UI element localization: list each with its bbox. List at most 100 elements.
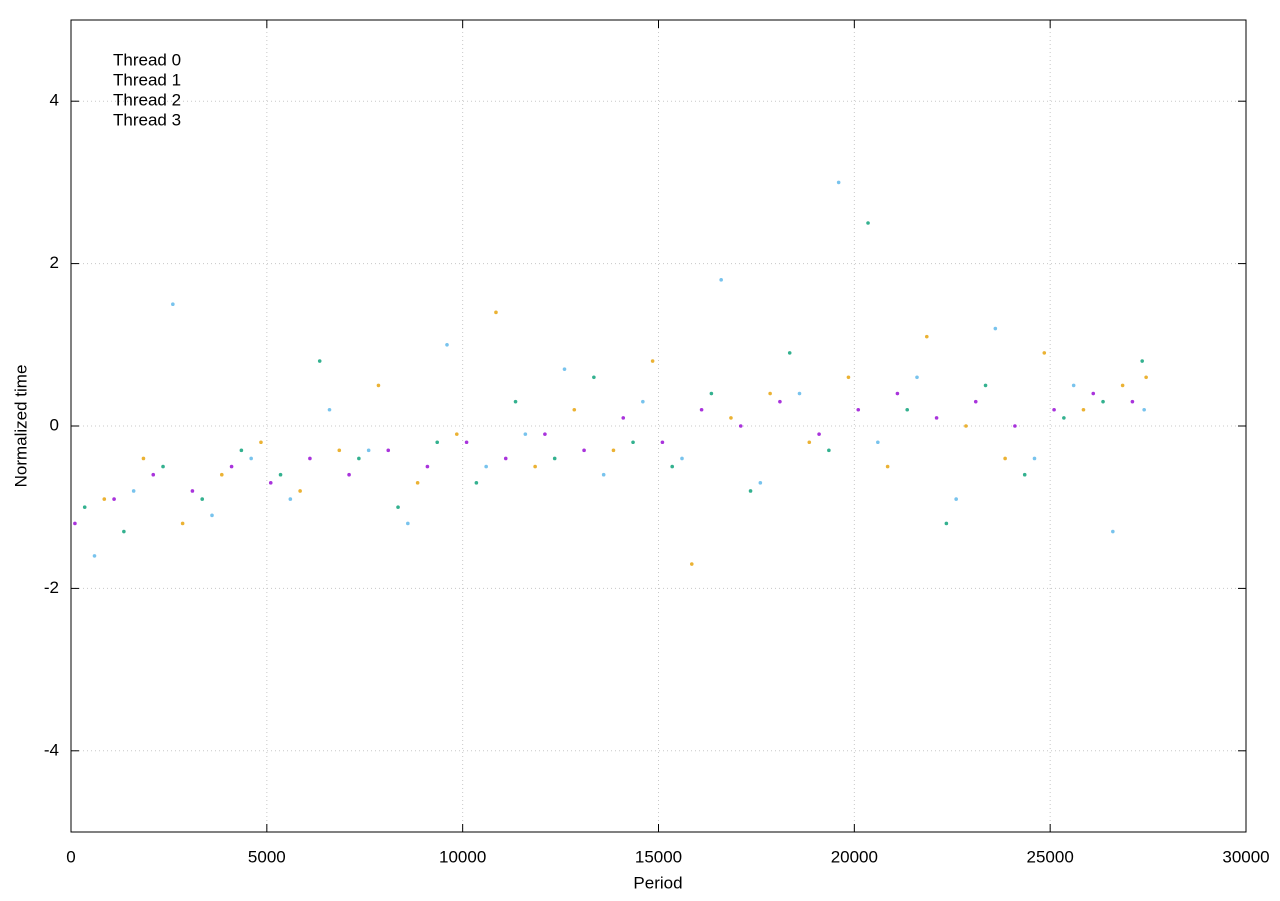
point: [670, 464, 675, 469]
point: [317, 359, 322, 363]
point: [758, 481, 763, 485]
point: [699, 407, 704, 412]
point: [73, 521, 77, 526]
point: [523, 432, 528, 436]
plot-frame: [70, 19, 1247, 833]
point: [1111, 529, 1115, 534]
point: [915, 375, 919, 380]
point: [885, 464, 890, 469]
point: [973, 399, 978, 404]
point: [964, 424, 968, 428]
point: [112, 497, 116, 501]
legend-label: Thread 0: [113, 50, 181, 69]
x-tick-label: 10000: [439, 847, 486, 866]
point: [641, 399, 645, 404]
y-tick-label: 4: [50, 91, 59, 110]
y-tick-label: -4: [44, 740, 59, 759]
point: [484, 464, 488, 469]
y-tick-label: 0: [50, 415, 59, 434]
point: [572, 407, 577, 412]
point: [660, 440, 665, 445]
y-tick-label: -2: [44, 578, 59, 597]
point: [1120, 383, 1125, 388]
point: [562, 367, 567, 371]
point: [582, 448, 586, 453]
point: [131, 489, 136, 493]
point: [748, 489, 753, 493]
point: [171, 302, 175, 307]
legend-label: Thread 1: [113, 70, 181, 89]
point: [1081, 407, 1086, 412]
point: [386, 448, 391, 453]
point: [719, 278, 723, 282]
x-axis-label: Period: [633, 873, 682, 892]
point: [1022, 472, 1027, 477]
point: [689, 562, 694, 566]
point: [552, 456, 557, 461]
point: [366, 448, 371, 453]
point: [268, 481, 273, 485]
point: [650, 359, 655, 363]
point: [807, 440, 812, 445]
point: [729, 416, 733, 420]
point: [494, 310, 498, 315]
point: [738, 424, 743, 428]
point: [180, 521, 185, 526]
point: [210, 513, 214, 518]
x-tick-label: 5000: [248, 847, 286, 866]
point: [308, 456, 312, 461]
point: [102, 497, 107, 501]
legend-label: Thread 2: [113, 90, 181, 109]
point: [856, 407, 861, 412]
point: [611, 448, 616, 453]
point: [778, 399, 782, 404]
point: [464, 440, 469, 445]
point: [1101, 399, 1105, 404]
point: [1032, 456, 1037, 461]
point: [944, 521, 949, 526]
point: [983, 383, 988, 388]
point: [406, 521, 410, 526]
point: [249, 456, 253, 461]
point: [709, 391, 714, 396]
point: [82, 505, 87, 510]
point: [1144, 375, 1148, 380]
point: [846, 375, 851, 380]
point: [827, 448, 831, 453]
point: [357, 456, 361, 461]
point: [934, 416, 939, 420]
point: [141, 456, 146, 461]
y-tick-label: 2: [50, 253, 59, 272]
point: [503, 456, 508, 461]
point: [621, 416, 626, 420]
point: [797, 391, 802, 396]
point: [993, 326, 998, 331]
point: [876, 440, 880, 445]
point: [229, 464, 234, 469]
point: [454, 432, 459, 436]
point: [543, 432, 547, 436]
point: [1062, 416, 1066, 420]
x-tick-label: 25000: [1027, 847, 1074, 866]
point: [1003, 456, 1007, 461]
point: [425, 464, 430, 469]
point: [298, 489, 302, 493]
point: [1071, 383, 1076, 388]
point: [631, 440, 635, 445]
y-axis-label: Normalized time: [11, 365, 30, 488]
point: [435, 440, 440, 445]
point: [347, 472, 351, 477]
point: [787, 351, 792, 355]
point: [601, 472, 606, 477]
point: [905, 407, 910, 412]
point: [1091, 391, 1096, 396]
point: [817, 432, 821, 436]
legend-label: Thread 3: [113, 110, 181, 129]
point: [151, 472, 156, 477]
point: [337, 448, 342, 453]
point: [200, 497, 205, 501]
point: [376, 383, 381, 388]
point: [474, 481, 479, 485]
